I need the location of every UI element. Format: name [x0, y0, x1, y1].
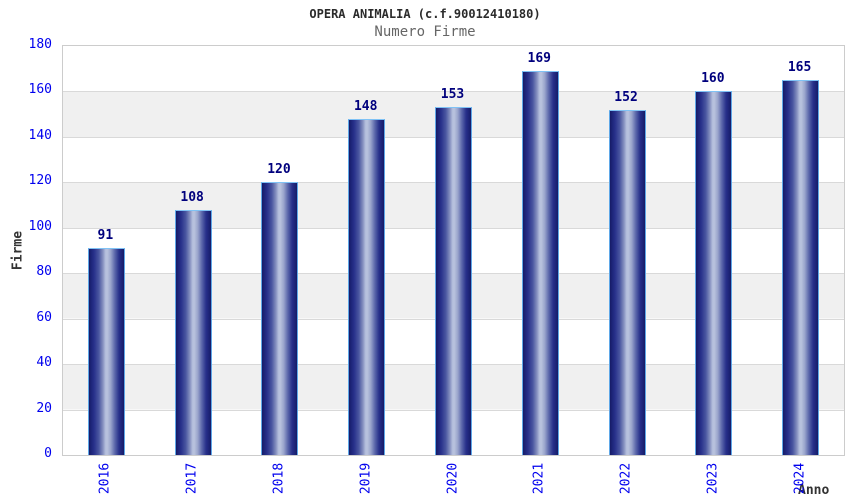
x-tick-label-2017: 2017 [184, 462, 200, 495]
bar-value-2018: 120 [267, 162, 291, 178]
x-tick-label-2020: 2020 [445, 462, 460, 495]
bar-2020 [435, 107, 472, 455]
bar-2018 [261, 182, 299, 455]
y-tick-label-180: 180 [28, 37, 52, 52]
x-tick-label-2019: 2019 [358, 462, 374, 495]
y-tick-label-60: 60 [36, 309, 52, 325]
y-tick-label-40: 40 [36, 355, 52, 371]
bar-2016 [87, 248, 125, 455]
y-tick-label-160: 160 [28, 82, 52, 98]
y-tick-label-0: 0 [44, 446, 52, 461]
x-tick-label-2022: 2022 [618, 462, 634, 495]
y-tick-label-120: 120 [28, 173, 52, 189]
bar-value-2023: 160 [701, 71, 725, 87]
bar-2021 [521, 71, 559, 455]
x-tick-label-2016: 2016 [97, 462, 113, 495]
bar-value-2019: 148 [353, 98, 378, 114]
bar-value-2020: 153 [440, 87, 465, 103]
bar-2023 [695, 91, 733, 455]
y-tick-label-20: 20 [36, 400, 52, 416]
chart-title: OPERA ANIMALIA (c.f.90012410180) [309, 7, 541, 21]
bar-value-2022: 152 [614, 89, 638, 105]
bar-value-2021: 169 [527, 50, 551, 66]
x-tick-label-2024: 2024 [792, 462, 808, 495]
y-tick-label-80: 80 [36, 264, 52, 280]
x-tick-label-2021: 2021 [531, 462, 547, 495]
bar-2024 [782, 80, 820, 455]
bar-2019 [348, 118, 386, 455]
x-axis-title: Anno [798, 483, 830, 498]
x-tick-label-2018: 2018 [271, 462, 287, 495]
x-tick-label-2023: 2023 [705, 462, 721, 495]
plot-area [62, 45, 845, 456]
gridline-160 [63, 91, 844, 93]
y-tick-label-100: 100 [28, 218, 52, 234]
bar-value-2024: 165 [787, 60, 812, 76]
bar-value-2016: 91 [97, 228, 114, 244]
bar-2017 [174, 209, 212, 455]
bar-2022 [608, 109, 646, 455]
chart-subtitle: Numero Firme [374, 24, 476, 40]
bar-value-2017: 108 [180, 189, 204, 205]
y-tick-label-140: 140 [28, 127, 52, 143]
